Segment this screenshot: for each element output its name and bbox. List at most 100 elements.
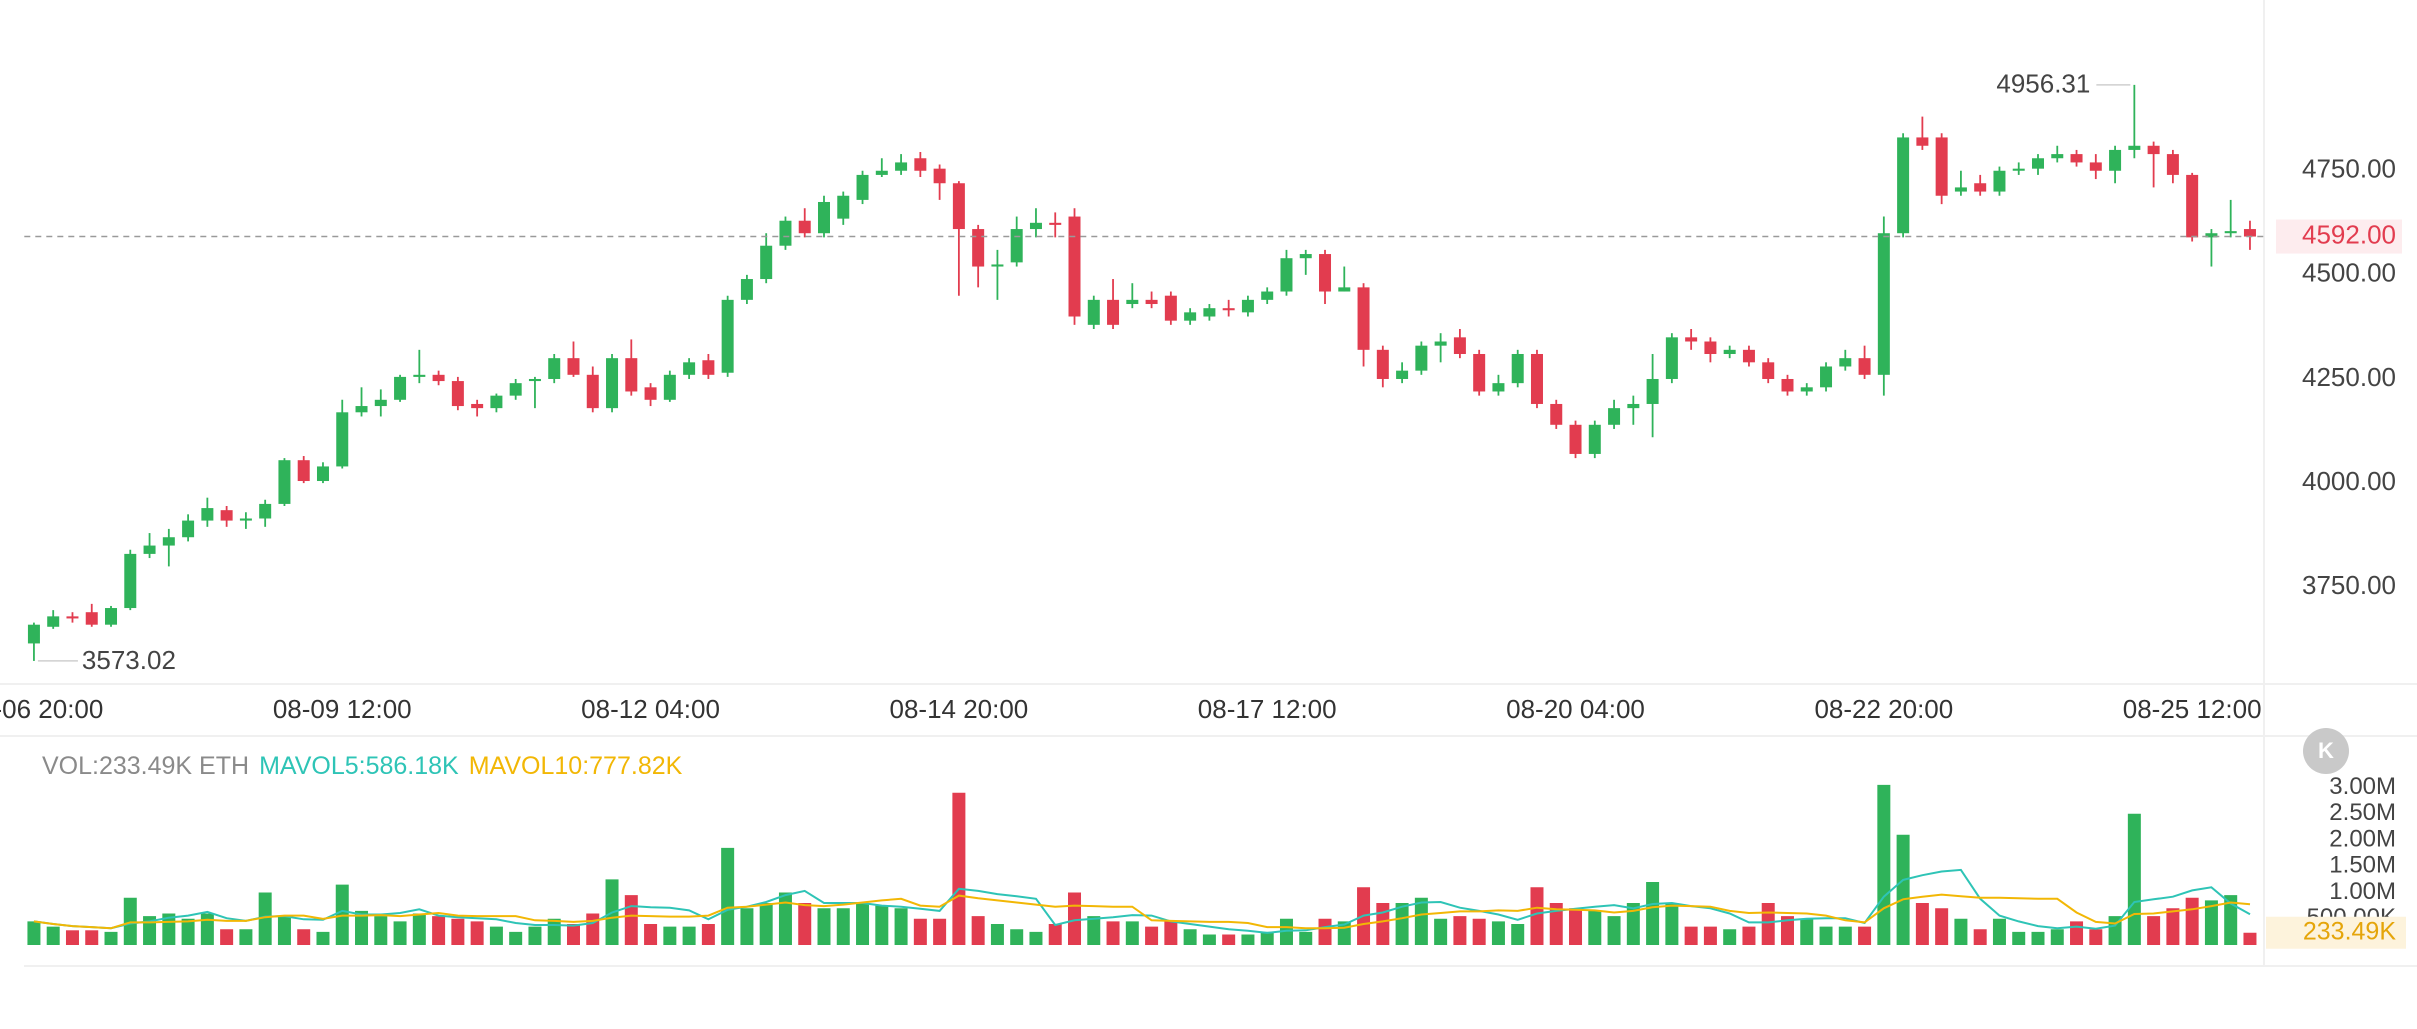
candle-body — [1453, 337, 1466, 354]
candle-body — [432, 374, 445, 382]
candle-body — [1511, 353, 1524, 384]
volume-bar — [432, 916, 446, 945]
volume-bar — [586, 913, 600, 945]
candle-body — [567, 358, 580, 375]
candle-body — [528, 378, 541, 382]
candle-body — [1762, 362, 1775, 379]
candle-body — [1742, 349, 1755, 363]
mavol-line — [33, 893, 2251, 930]
candle-body — [1280, 258, 1293, 292]
last-price-label: 4592.00 — [2302, 219, 2396, 249]
high-label: 4956.31 — [1996, 69, 2090, 99]
volume-bar — [181, 918, 195, 945]
candle-body — [1858, 358, 1871, 375]
volume-bar — [566, 924, 580, 945]
volume-bar — [1973, 929, 1987, 945]
volume-bar — [1068, 892, 1082, 945]
volume-bar — [1549, 903, 1563, 945]
volume-bar — [2185, 897, 2199, 945]
toggle-button[interactable]: K — [2303, 728, 2349, 774]
low-label: 3573.02 — [82, 645, 176, 675]
volume-bar — [1222, 934, 1236, 945]
candle-body — [606, 358, 619, 409]
volume-bar — [778, 892, 792, 945]
candle-body — [817, 201, 830, 234]
volume-bar — [1858, 926, 1872, 945]
volume-bar — [798, 903, 812, 945]
volume-bar — [1723, 929, 1737, 945]
volume-bar — [913, 918, 927, 945]
candle-body — [952, 183, 965, 230]
volume-bar — [1087, 916, 1101, 945]
volume-bar — [2070, 921, 2084, 945]
volume-bar — [355, 910, 369, 945]
volume-bar — [104, 931, 118, 945]
candle-body — [1974, 183, 1987, 192]
candle-body — [66, 616, 79, 619]
candle-body — [2186, 174, 2199, 238]
volume-bar — [1260, 931, 1274, 945]
candle-body — [2031, 158, 2044, 169]
volume-bar — [1048, 924, 1062, 945]
volume-bar — [1588, 910, 1602, 945]
candle-body — [162, 537, 175, 546]
candle-body — [1203, 308, 1216, 317]
candle-body — [1665, 337, 1678, 379]
candle-body — [27, 624, 40, 644]
volume-bar — [1299, 931, 1313, 945]
volume-bar — [1183, 929, 1197, 945]
candle-body — [471, 403, 484, 409]
volume-bar — [759, 903, 773, 945]
candle-body — [1608, 408, 1621, 425]
volume-bar — [1992, 918, 2006, 945]
volume-bars — [27, 784, 2257, 945]
volume-bar — [451, 918, 465, 945]
volume-bar — [1395, 903, 1409, 945]
candle-body — [1916, 137, 1929, 146]
volume-bar — [1761, 903, 1775, 945]
volume-bar — [547, 918, 561, 945]
volume-bar — [2224, 895, 2238, 945]
last-price-box — [2276, 219, 2402, 254]
volume-bar — [663, 926, 677, 945]
candle-body — [798, 220, 811, 234]
volume-bar — [1665, 903, 1679, 945]
toggle-button-label[interactable]: K — [2318, 738, 2334, 763]
volume-bar — [1915, 903, 1929, 945]
volume-bar — [2089, 929, 2103, 945]
candle-body — [355, 406, 368, 413]
candle-body — [259, 503, 272, 519]
x-tick-label: 08-14 20:00 — [889, 694, 1028, 724]
volume-bar — [123, 897, 137, 945]
volume-bar — [374, 916, 388, 945]
volume-bar — [1626, 903, 1640, 945]
volume-bar — [1010, 929, 1024, 945]
candle-body — [972, 229, 985, 267]
volume-bar — [1838, 926, 1852, 945]
volume-bar — [2243, 932, 2257, 945]
volume-bar — [200, 913, 214, 945]
volume-bar — [740, 908, 754, 945]
volume-bar — [277, 916, 291, 945]
candle-body — [1646, 378, 1659, 404]
volume-bar — [2204, 900, 2218, 945]
volume-bar — [836, 908, 850, 945]
candle-body — [548, 358, 561, 379]
volume-bar — [27, 921, 41, 945]
volume-label: VOL:233.49K ETH — [42, 752, 249, 780]
volume-bar — [1106, 921, 1120, 945]
candle-body — [663, 374, 676, 400]
toggle-button-circle[interactable] — [2303, 728, 2349, 774]
candle-body — [914, 158, 927, 171]
candle-body — [1068, 216, 1081, 317]
candle-body — [220, 510, 233, 521]
volume-bar — [1742, 926, 1756, 945]
candle-body — [625, 358, 638, 392]
volume-tick-label: 3.00M — [2329, 773, 2396, 800]
volume-bar — [1376, 903, 1390, 945]
volume-bar — [817, 908, 831, 945]
candle-body — [1569, 424, 1582, 454]
x-tick-label: 08-06 20:00 — [0, 694, 103, 724]
volume-bar — [2031, 931, 2045, 945]
candle-body — [875, 170, 888, 175]
